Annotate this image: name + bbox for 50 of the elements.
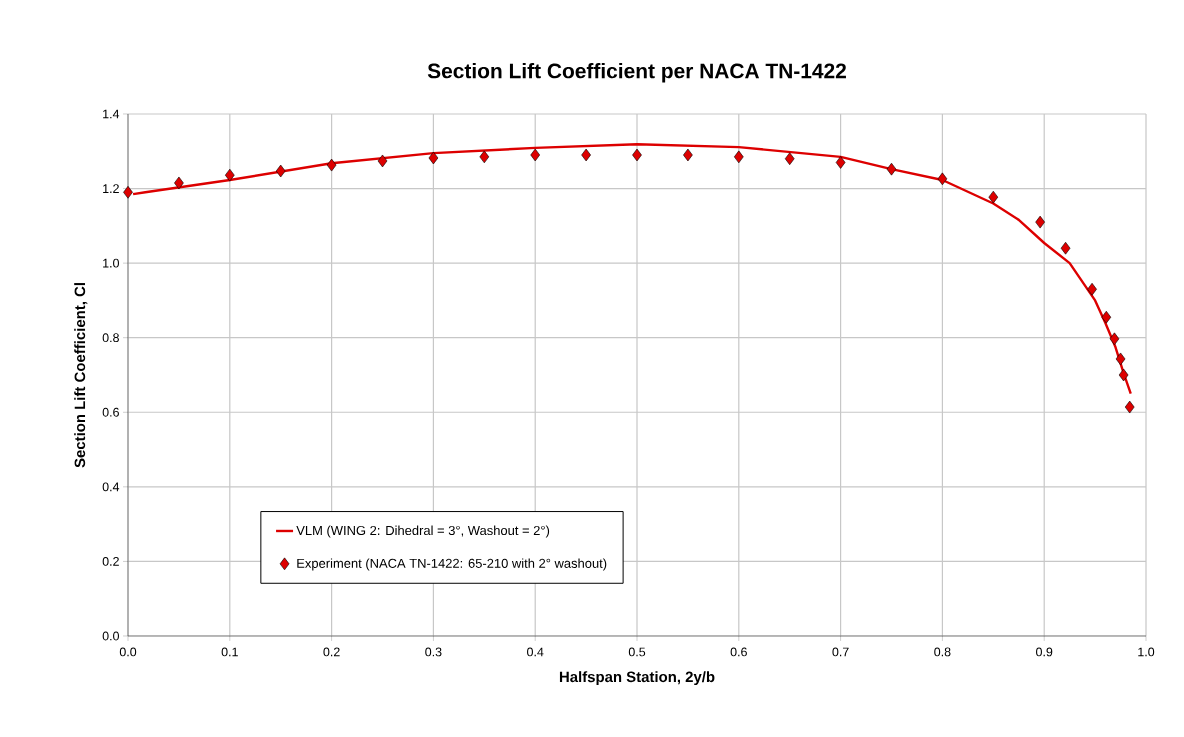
point bbox=[784, 152, 795, 166]
y-tick-label: 1.2 bbox=[103, 184, 119, 193]
x-tick-label: 0.3 bbox=[425, 647, 442, 657]
x-axis-title: Halfspan Station, 2y/b bbox=[559, 671, 715, 686]
point bbox=[1087, 282, 1097, 296]
legend-label: Experiment (NACA TN-1422: 65-210 with 2° washout) bbox=[297, 558, 607, 571]
point bbox=[1101, 310, 1112, 324]
point bbox=[734, 150, 744, 164]
x-tick-label: 0.0 bbox=[119, 647, 137, 657]
y-tick-label: 0.4 bbox=[102, 482, 120, 492]
point bbox=[123, 185, 133, 199]
x-tick-label: 0.8 bbox=[934, 647, 951, 657]
point bbox=[479, 150, 490, 164]
point bbox=[377, 154, 388, 168]
point bbox=[174, 176, 184, 190]
chart-title: Section Lift Coefficient per NACA TN-1422 bbox=[427, 62, 846, 83]
point bbox=[1118, 368, 1129, 382]
x-tick-label: 0.1 bbox=[221, 647, 238, 657]
x-tick-label: 0.2 bbox=[323, 647, 340, 657]
y-tick-label: 0.6 bbox=[102, 407, 119, 417]
y-tick-label: 0.8 bbox=[102, 333, 119, 343]
y-tick-label: 0.0 bbox=[102, 631, 119, 641]
x-tick-label: 0.5 bbox=[628, 647, 646, 657]
point bbox=[632, 148, 642, 162]
point bbox=[428, 151, 439, 165]
legend-label: VLM (WING 2: Dihedral = 3°, Washout = 2°) bbox=[296, 525, 550, 538]
point bbox=[326, 158, 337, 172]
x-tick-label: 0.4 bbox=[527, 647, 544, 657]
point bbox=[225, 168, 235, 182]
y-tick-label: 0.2 bbox=[102, 557, 119, 566]
y-axis-title: Section Lift Coefficient, Cl bbox=[74, 283, 88, 468]
point bbox=[683, 148, 693, 162]
point bbox=[937, 172, 948, 186]
point bbox=[530, 148, 541, 162]
x-tick-label: 1.0 bbox=[1138, 647, 1155, 657]
point bbox=[581, 148, 591, 162]
point bbox=[1109, 332, 1120, 346]
point bbox=[1124, 400, 1135, 414]
point bbox=[1115, 352, 1126, 366]
point bbox=[835, 156, 846, 169]
point bbox=[1035, 215, 1045, 229]
point bbox=[988, 190, 999, 204]
x-tick-label: 0.7 bbox=[832, 647, 849, 657]
y-tick-label: 1.4 bbox=[103, 109, 120, 119]
point bbox=[886, 162, 897, 176]
y-tick-label: 1.0 bbox=[103, 258, 119, 268]
x-tick-label: 0.9 bbox=[1036, 647, 1053, 657]
point bbox=[1060, 241, 1071, 255]
point bbox=[275, 164, 286, 178]
x-tick-label: 0.6 bbox=[730, 647, 747, 657]
